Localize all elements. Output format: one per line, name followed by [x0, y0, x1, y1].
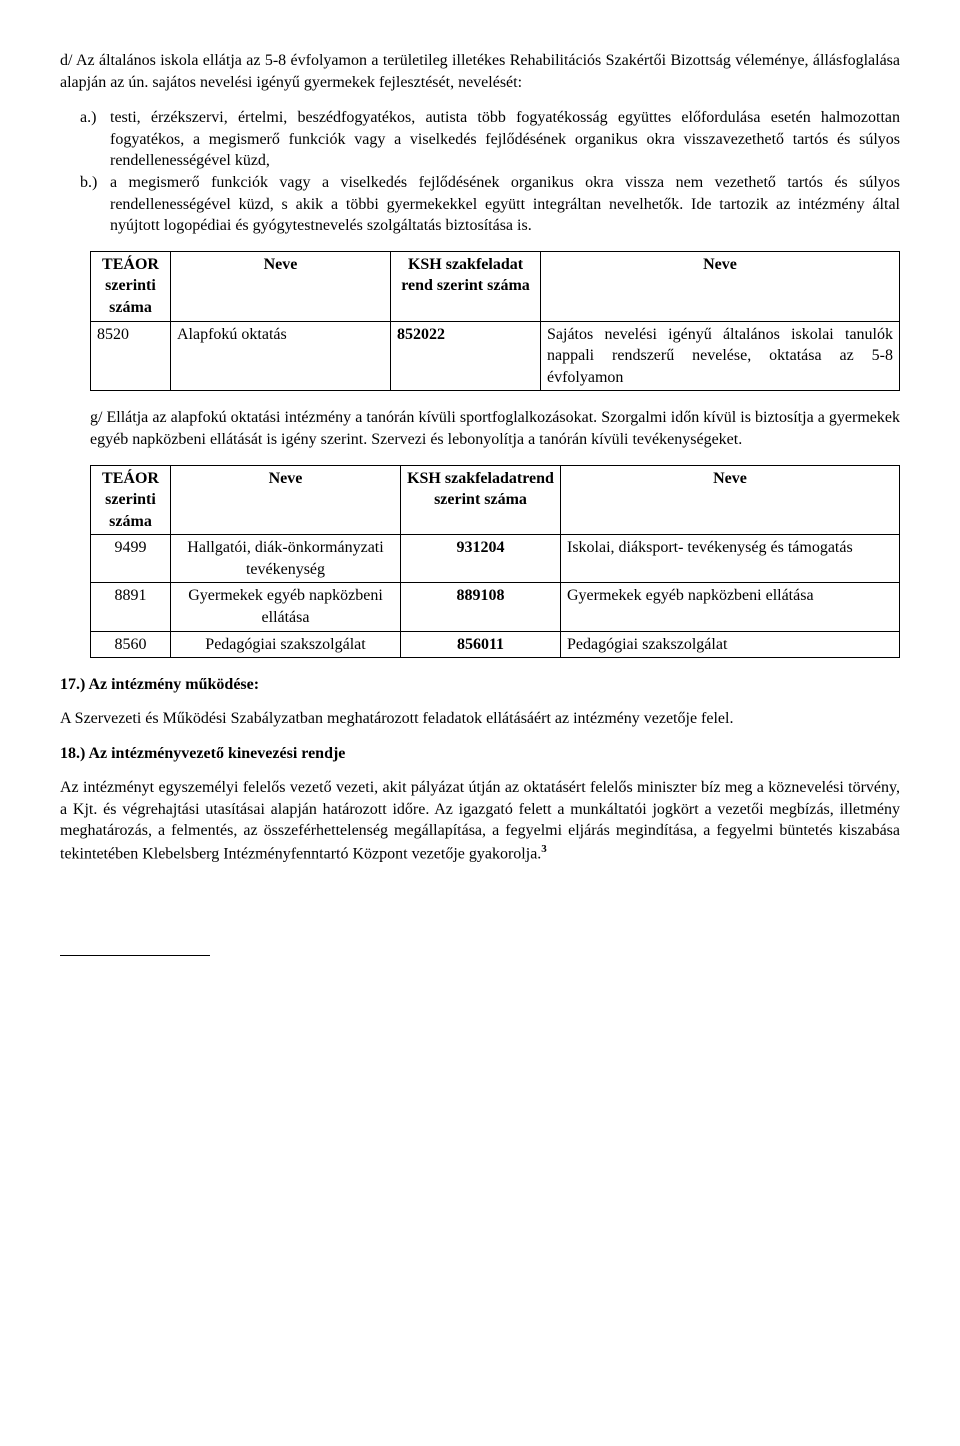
t2r1c3: 931204 [401, 535, 561, 583]
section-18-body-text: Az intézményt egyszemélyi felelős vezető… [60, 779, 900, 862]
t2r2c3: 889108 [401, 583, 561, 631]
t2-h1: TEÁOR szerinti száma [91, 465, 171, 535]
t1-c1: 8520 [91, 321, 171, 391]
section-17-body: A Szervezeti és Működési Szabályzatban m… [60, 708, 900, 730]
table-2-row: 8560 Pedagógiai szakszolgálat 856011 Ped… [91, 631, 900, 658]
t2r3c1: 8560 [91, 631, 171, 658]
t1-c3: 852022 [391, 321, 541, 391]
t2r1c4: Iskolai, diáksport- tevékenység és támog… [561, 535, 900, 583]
t2r3c2: Pedagógiai szakszolgálat [171, 631, 401, 658]
table-1-row: 8520 Alapfokú oktatás 852022 Sajátos nev… [91, 321, 900, 391]
list-marker-a: a.) [60, 107, 110, 172]
table-1-header-row: TEÁOR szerinti száma Neve KSH szakfelada… [91, 251, 900, 321]
footnote-ref: 3 [541, 843, 547, 855]
t1-c4: Sajátos nevelési igényű általános iskola… [541, 321, 900, 391]
t2r2c1: 8891 [91, 583, 171, 631]
mid-paragraph: g/ Ellátja az alapfokú oktatási intézmén… [60, 407, 900, 450]
table-2-header-row: TEÁOR szerinti száma Neve KSH szakfelada… [91, 465, 900, 535]
table-2-row: 9499 Hallgatói, diák-önkormányzati tevék… [91, 535, 900, 583]
list-item-b: b.) a megismerő funkciók vagy a viselked… [60, 172, 900, 237]
t1-h1: TEÁOR szerinti száma [91, 251, 171, 321]
t2r1c2: Hallgatói, diák-önkormányzati tevékenysé… [171, 535, 401, 583]
t1-h3: KSH szakfeladat rend szerint száma [391, 251, 541, 321]
t2-h4: Neve [561, 465, 900, 535]
t2-h2: Neve [171, 465, 401, 535]
t1-c2: Alapfokú oktatás [171, 321, 391, 391]
t2-h3: KSH szakfeladatrend szerint száma [401, 465, 561, 535]
t2r3c3: 856011 [401, 631, 561, 658]
t2r2c4: Gyermekek egyéb napközbeni ellátása [561, 583, 900, 631]
list-text-a: testi, érzékszervi, értelmi, beszédfogya… [110, 107, 900, 172]
t1-h4: Neve [541, 251, 900, 321]
t2r2c2: Gyermekek egyéb napközbeni ellátása [171, 583, 401, 631]
intro-paragraph: d/ Az általános iskola ellátja az 5-8 év… [60, 50, 900, 93]
table-2: TEÁOR szerinti száma Neve KSH szakfelada… [90, 465, 900, 659]
t1-h2: Neve [171, 251, 391, 321]
section-17-head: 17.) Az intézmény működése: [60, 674, 900, 696]
table-1: TEÁOR szerinti száma Neve KSH szakfelada… [90, 251, 900, 392]
table-2-row: 8891 Gyermekek egyéb napközbeni ellátása… [91, 583, 900, 631]
section-18-head: 18.) Az intézményvezető kinevezési rendj… [60, 743, 900, 765]
footnote-separator [60, 955, 210, 956]
list-marker-b: b.) [60, 172, 110, 237]
list-text-b: a megismerő funkciók vagy a viselkedés f… [110, 172, 900, 237]
t2r1c1: 9499 [91, 535, 171, 583]
t2r3c4: Pedagógiai szakszolgálat [561, 631, 900, 658]
list-item-a: a.) testi, érzékszervi, értelmi, beszédf… [60, 107, 900, 172]
section-18-body: Az intézményt egyszemélyi felelős vezető… [60, 777, 900, 865]
